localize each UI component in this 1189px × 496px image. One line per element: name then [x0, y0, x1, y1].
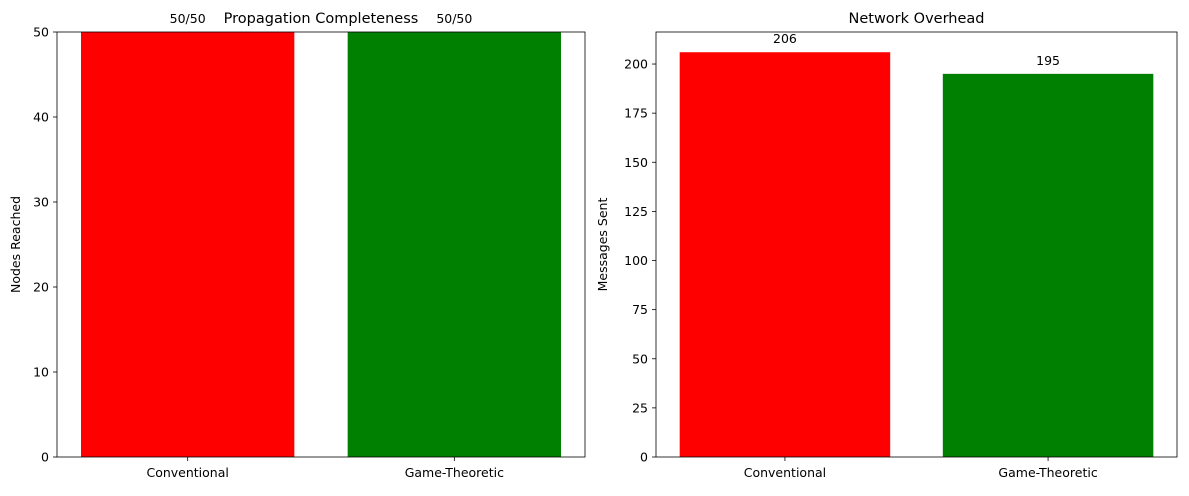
x-tick-label: Game-Theoretic	[998, 465, 1097, 480]
y-axis-label: Messages Sent	[595, 198, 610, 292]
bar-conventional	[81, 32, 295, 457]
y-tick-label: 20	[33, 280, 49, 295]
bar-game-theoretic	[347, 32, 561, 457]
y-tick-label: 0	[640, 450, 648, 465]
panel-network-overhead: 206 Conventional 195 Game-Theoretic 0 25 50 75 1…	[595, 11, 1178, 480]
y-tick-label: 125	[624, 204, 648, 219]
axes-frame	[655, 31, 1178, 458]
y-tick-label: 150	[624, 155, 648, 170]
y-tick-label: 40	[33, 110, 49, 125]
panel-propagation-completeness: 50/50 Conventional 50/50 Game-Theoretic 0 10 2…	[8, 11, 586, 480]
y-tick-label: 10	[33, 365, 49, 380]
y-tick-label: 30	[33, 195, 49, 210]
x-tick-label: Conventional	[146, 465, 228, 480]
bar-conventional	[679, 52, 891, 457]
x-tick-label: Game-Theoretic	[405, 465, 504, 480]
y-tick-label: 25	[632, 400, 648, 415]
bar-value-label: 206	[773, 31, 797, 46]
x-tick-label: Conventional	[744, 465, 826, 480]
y-tick-label: 75	[632, 302, 648, 317]
y-tick-label: 50	[33, 25, 49, 40]
bar-game-theoretic	[942, 73, 1154, 457]
chart-title: Propagation Completeness	[224, 11, 419, 27]
y-axis-label: Nodes Reached	[8, 196, 23, 293]
bar-value-label: 50/50	[436, 11, 472, 26]
y-tick-label: 175	[624, 106, 648, 121]
y-tick-label: 50	[632, 351, 648, 366]
y-tick-label: 100	[624, 253, 648, 268]
chart-title: Network Overhead	[849, 11, 985, 27]
bar-value-label: 50/50	[170, 11, 206, 26]
bar-value-label: 195	[1036, 53, 1060, 68]
y-tick-label: 0	[41, 450, 49, 465]
y-tick-label: 200	[624, 57, 648, 72]
axes-frame	[56, 31, 586, 458]
